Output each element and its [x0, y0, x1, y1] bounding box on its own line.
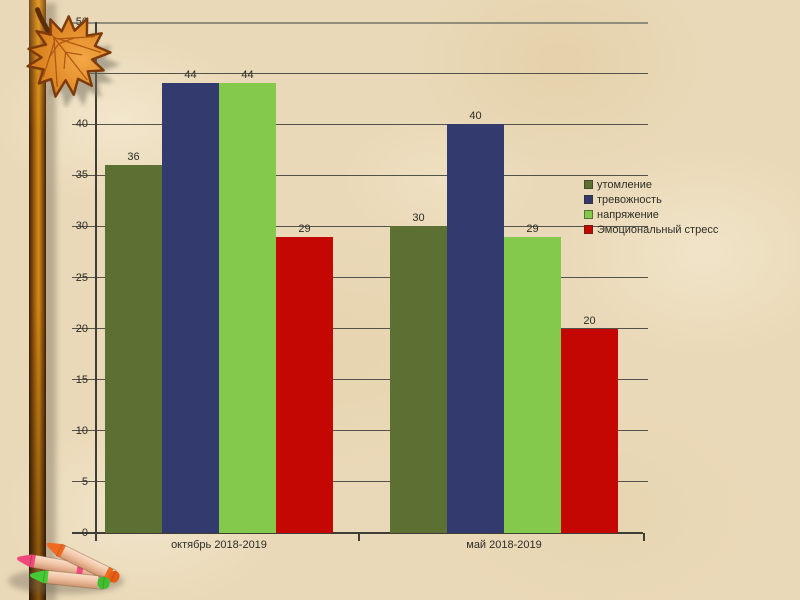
bar-value-label: 40	[469, 110, 482, 122]
legend-item-2: напряжение	[584, 207, 718, 222]
legend-label-0: утомление	[597, 178, 652, 191]
gridline-35	[72, 174, 648, 176]
gridline-0	[72, 532, 643, 534]
y-axis-tick-label: 20	[75, 322, 88, 335]
legend-item-1: тревожность	[584, 192, 718, 207]
gridline-10	[72, 430, 648, 432]
bar-series2-group0	[219, 83, 276, 533]
bar-series1-group1	[447, 124, 504, 533]
x-axis-tick-1	[358, 533, 360, 541]
bar-value-label: 29	[526, 223, 539, 235]
bar-value-label: 44	[241, 69, 254, 81]
x-axis-tick-2	[643, 533, 645, 541]
gridline-50	[72, 21, 648, 24]
bar-value-label: 30	[412, 212, 425, 224]
legend-item-0: утомление	[584, 177, 718, 192]
y-axis-tick-label: 0	[81, 527, 88, 539]
y-axis-tick-label: 5	[81, 475, 88, 488]
bar-value-label: 20	[583, 315, 596, 327]
legend-label-3: Эмоциональный стресс	[597, 223, 719, 236]
gridline-45	[72, 72, 648, 74]
chart-legend: утомление тревожность напряжение Эмоциональ…	[584, 177, 718, 237]
legend-item-3: Эмоциональный стресс	[584, 222, 718, 237]
gridline-30	[72, 225, 648, 227]
y-axis-line	[95, 22, 97, 540]
legend-swatch-0	[584, 180, 593, 189]
bar-series1-group0	[162, 83, 219, 533]
gridline-40	[72, 123, 648, 125]
bar-series0-group0	[105, 165, 162, 533]
green-crayon	[29, 569, 110, 590]
gridline-5	[72, 481, 648, 483]
bar-value-label: 36	[127, 151, 140, 163]
legend-swatch-2	[584, 210, 593, 219]
x-axis-category-label: октябрь 2018-2019	[171, 539, 267, 551]
bar-series0-group1	[390, 226, 447, 533]
x-axis-tick-0	[95, 533, 97, 541]
legend-swatch-1	[584, 195, 593, 204]
maple-leaf-body	[26, 7, 112, 98]
x-axis-category-label: май 2018-2019	[466, 539, 542, 551]
gridline-25	[72, 277, 648, 278]
legend-swatch-3	[584, 225, 593, 234]
bar-value-label: 29	[298, 223, 311, 235]
y-axis-tick-label: 30	[75, 220, 88, 233]
y-axis-tick-label: 25	[75, 271, 88, 284]
y-axis-tick-label: 10	[75, 424, 88, 437]
gridline-20	[72, 328, 648, 330]
y-axis-tick-label: 15	[75, 373, 88, 386]
legend-label-1: тревожность	[597, 193, 662, 206]
y-axis-tick-label: 35	[75, 169, 88, 182]
crayons-icon	[8, 542, 124, 594]
maple-leaf-icon	[26, 7, 121, 108]
y-axis-tick-label: 40	[75, 118, 88, 131]
branch-stick-decoration	[29, 0, 46, 600]
bar-series3-group0	[276, 237, 333, 533]
bar-value-label: 44	[184, 69, 197, 81]
bar-series2-group1	[504, 237, 561, 533]
legend-label-2: напряжение	[597, 208, 659, 221]
bar-series3-group1	[561, 329, 618, 533]
gridline-15	[72, 379, 648, 381]
